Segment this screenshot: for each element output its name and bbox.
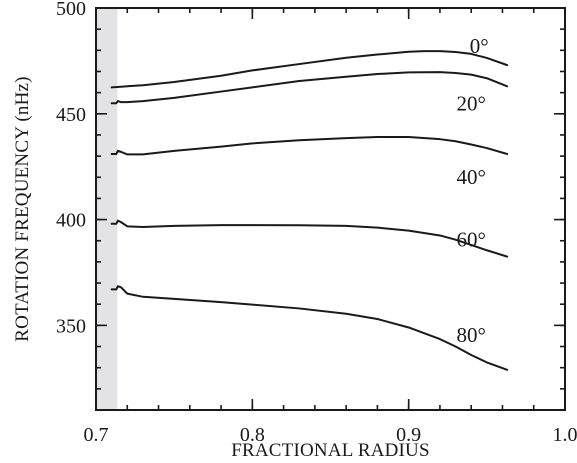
series-label-1: 20° [456,91,485,115]
x-tick-label: 0.7 [84,424,109,446]
plot-frame [95,7,566,411]
plot-area: 0° 20° 40° 60° 80° [96,8,509,410]
series-line-3 [110,219,509,258]
axes: 0.7 0.8 0.9 1.0 350 400 450 500 [56,0,577,446]
x-tick-label: 0.9 [396,424,421,446]
y-tick-label: 500 [56,0,86,20]
series-line-1 [110,71,509,105]
x-tick-label: 1.0 [553,424,577,446]
series-line-4 [110,285,509,371]
series-line-0 [110,50,509,89]
series-label-0: 0° [470,34,489,58]
series-line-2 [110,136,509,156]
x-tick-label: 0.8 [240,424,265,446]
series-label-3: 60° [456,228,485,252]
y-axis-title: ROTATION FREQUENCY (nHz) [12,76,33,341]
y-tick-label: 450 [56,104,86,126]
y-tick-label: 400 [56,210,86,232]
series-label-2: 40° [456,165,485,189]
shaded-region [96,8,118,410]
series-label-4: 80° [456,323,485,347]
y-tick-label: 350 [56,315,86,337]
x-axis-title: FRACTIONAL RADIUS [231,440,430,461]
